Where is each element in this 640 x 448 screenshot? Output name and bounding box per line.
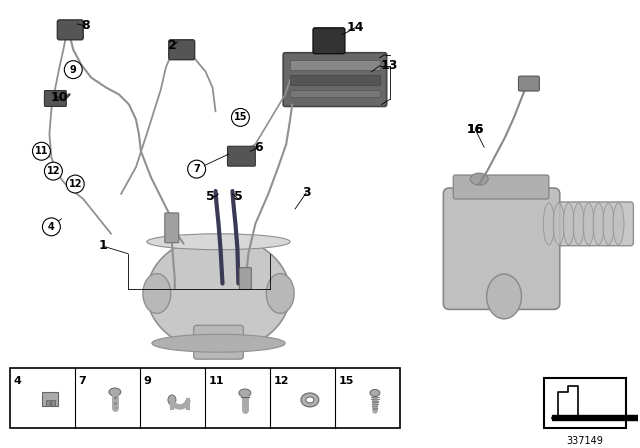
Bar	[544, 378, 627, 428]
Bar	[290, 90, 380, 98]
FancyBboxPatch shape	[227, 146, 255, 166]
Ellipse shape	[147, 236, 290, 351]
Text: 1: 1	[99, 239, 108, 252]
Text: 13: 13	[381, 59, 398, 72]
Text: 12: 12	[68, 179, 82, 189]
Text: 11: 11	[35, 146, 48, 156]
Ellipse shape	[301, 393, 319, 407]
Bar	[10, 368, 399, 428]
FancyBboxPatch shape	[313, 28, 345, 54]
Circle shape	[64, 60, 82, 78]
Text: 16: 16	[467, 123, 484, 136]
FancyBboxPatch shape	[239, 267, 252, 289]
Text: 5: 5	[206, 190, 215, 203]
Text: 16: 16	[467, 123, 484, 136]
Text: 14: 14	[346, 22, 364, 34]
Text: 5: 5	[234, 190, 243, 203]
FancyBboxPatch shape	[169, 40, 195, 60]
FancyBboxPatch shape	[165, 213, 179, 243]
Circle shape	[67, 175, 84, 193]
Ellipse shape	[266, 274, 294, 314]
FancyBboxPatch shape	[194, 325, 243, 359]
Ellipse shape	[470, 173, 488, 185]
Ellipse shape	[152, 334, 285, 352]
Bar	[42, 392, 58, 406]
FancyBboxPatch shape	[444, 188, 560, 310]
Ellipse shape	[109, 388, 121, 396]
FancyBboxPatch shape	[44, 90, 67, 107]
Ellipse shape	[563, 203, 574, 245]
Circle shape	[44, 162, 62, 180]
Bar	[290, 60, 380, 69]
FancyBboxPatch shape	[518, 76, 540, 91]
Text: 6: 6	[254, 141, 262, 154]
Ellipse shape	[593, 203, 604, 245]
Ellipse shape	[143, 274, 171, 314]
Bar	[552, 415, 640, 420]
Circle shape	[232, 108, 250, 126]
Text: 4: 4	[13, 376, 22, 386]
Ellipse shape	[573, 203, 584, 245]
Text: 7: 7	[79, 376, 86, 386]
Bar	[46, 400, 50, 406]
Text: 11: 11	[209, 376, 224, 386]
Text: 9: 9	[143, 376, 152, 386]
Ellipse shape	[583, 203, 594, 245]
Ellipse shape	[543, 203, 554, 245]
Text: 7: 7	[193, 164, 200, 174]
Ellipse shape	[554, 203, 564, 245]
Ellipse shape	[306, 397, 314, 403]
Text: 15: 15	[339, 376, 354, 386]
Ellipse shape	[168, 395, 176, 405]
Text: 2: 2	[168, 39, 177, 52]
Ellipse shape	[613, 203, 624, 245]
Text: 3: 3	[301, 185, 310, 198]
Text: 15: 15	[234, 112, 247, 122]
Text: 12: 12	[47, 166, 60, 176]
Ellipse shape	[486, 274, 522, 319]
Ellipse shape	[370, 389, 380, 396]
Text: 12: 12	[273, 376, 289, 386]
Bar	[290, 75, 380, 85]
FancyBboxPatch shape	[58, 20, 83, 40]
Circle shape	[33, 142, 51, 160]
Text: 8: 8	[81, 19, 90, 32]
Text: 4: 4	[48, 222, 55, 232]
Ellipse shape	[147, 234, 290, 250]
Circle shape	[188, 160, 205, 178]
Text: 10: 10	[51, 91, 68, 104]
Text: 9: 9	[70, 65, 77, 75]
Circle shape	[42, 218, 60, 236]
Ellipse shape	[239, 389, 251, 397]
FancyBboxPatch shape	[546, 202, 634, 246]
Bar	[51, 400, 55, 406]
Ellipse shape	[603, 203, 614, 245]
FancyBboxPatch shape	[283, 53, 387, 107]
FancyBboxPatch shape	[453, 175, 549, 199]
Text: 337149: 337149	[566, 436, 604, 446]
